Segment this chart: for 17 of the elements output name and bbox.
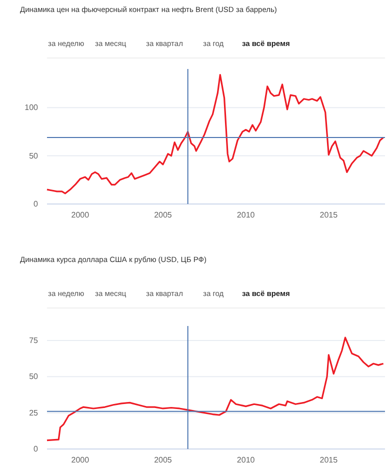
y-tick-label: 50 [29, 151, 39, 160]
y-tick-label: 75 [29, 336, 39, 346]
y-tick-label: 0 [34, 200, 39, 209]
x-tick-label: 2010 [236, 456, 256, 465]
line-series [46, 336, 384, 442]
x-tick-label: 2005 [154, 210, 172, 220]
y-tick-label: 0 [34, 444, 39, 454]
y-tick-label: 100 [24, 103, 39, 112]
x-tick-label: 2015 [320, 456, 338, 465]
x-tick-label: 2005 [154, 456, 172, 465]
x-tick-label: 2000 [71, 456, 90, 465]
y-tick-label: 25 [29, 408, 39, 418]
x-tick-label: 2015 [320, 210, 338, 220]
x-tick-label: 2010 [236, 210, 256, 220]
y-tick-label: 50 [29, 372, 39, 382]
line-series [46, 74, 384, 194]
x-tick-label: 2000 [71, 210, 90, 220]
